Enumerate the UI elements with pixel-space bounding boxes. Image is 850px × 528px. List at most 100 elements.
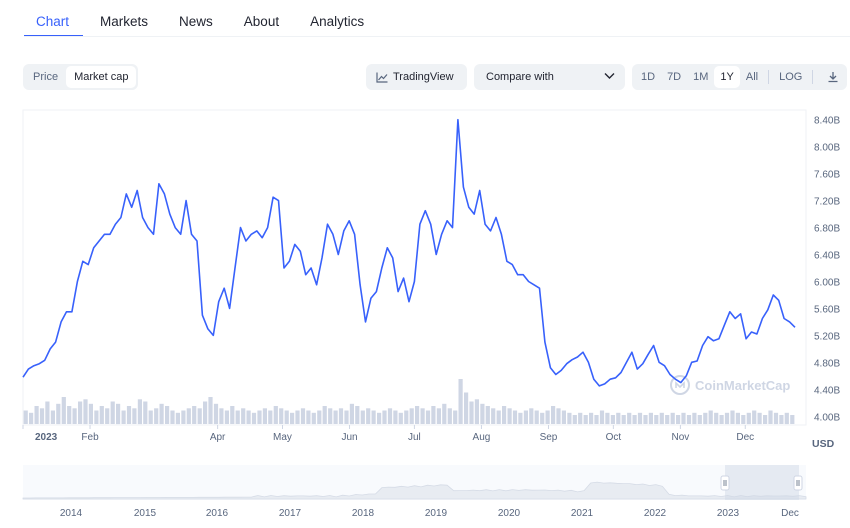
navigator-selection[interactable] (725, 465, 799, 500)
volume-bar (224, 410, 229, 424)
volume-bar (676, 415, 681, 424)
x-tick-label: Aug (473, 432, 491, 443)
volume-bar (333, 410, 338, 424)
volume-bar (34, 406, 39, 424)
volume-bar (279, 408, 284, 424)
volume-bar (45, 401, 50, 424)
tab-chart[interactable]: Chart (24, 0, 84, 37)
volume-bar (61, 397, 66, 424)
download-button[interactable] (827, 71, 839, 83)
volume-bar (724, 412, 730, 425)
time-range-group: 1D 7D 1M 1Y All LOG (632, 64, 847, 90)
tab-about[interactable]: About (243, 14, 280, 29)
volume-bar (730, 410, 735, 424)
line-chart-icon (376, 72, 388, 83)
volume-bar (681, 412, 686, 425)
volume-bar (464, 392, 469, 424)
volume-bar (665, 415, 670, 424)
y-tick-label: 4.40B (814, 385, 840, 396)
volume-bar (768, 410, 773, 424)
volume-bar (719, 415, 724, 424)
volume-bar (192, 406, 197, 424)
volume-bar (703, 412, 708, 425)
volume-bar (88, 403, 93, 425)
navigator-right-handle[interactable] (793, 475, 803, 491)
volume-bar (262, 408, 267, 424)
volume-bar (436, 408, 441, 424)
volume-bar (257, 410, 262, 424)
volume-bar (567, 412, 572, 425)
range-divider (768, 70, 770, 84)
volume-bar (159, 403, 164, 425)
volume-bar (170, 410, 175, 424)
compare-with-select[interactable]: Compare with (474, 64, 625, 90)
volume-bar (23, 410, 28, 424)
volume-bar (165, 406, 170, 424)
range-1y-button[interactable]: 1Y (714, 66, 740, 88)
watermark-text: CoinMarketCap (695, 378, 790, 393)
range-all-button[interactable]: All (745, 71, 759, 83)
volume-bar (246, 410, 251, 424)
tradingview-button[interactable]: TradingView (366, 64, 467, 90)
navigator-tick-label: 2014 (60, 508, 83, 519)
x-tick-label: 2023 (35, 432, 58, 443)
range-7d-button[interactable]: 7D (667, 71, 682, 83)
volume-bar (338, 408, 344, 424)
volume-bar (116, 403, 121, 425)
volume-bar (605, 412, 610, 425)
tab-analytics[interactable]: Analytics (310, 14, 365, 29)
volume-bar (643, 415, 648, 424)
x-axis: 2023 Feb Apr May Jun Jul Aug Sep Oct Nov Dec (22, 425, 754, 443)
volume-bar (322, 406, 327, 424)
navigator-tick-label: 2023 (717, 508, 740, 519)
volume-bar (572, 415, 577, 424)
volume-bar (78, 401, 83, 424)
range-navigator[interactable]: 2014 2015 2016 2017 2018 2019 2020 2021 2022 2023… (22, 465, 807, 519)
volume-bar (551, 406, 556, 424)
navigator-left-handle[interactable] (720, 475, 730, 491)
volume-bar (360, 410, 365, 424)
tab-markets[interactable]: Markets (100, 14, 149, 29)
range-divider (812, 70, 814, 84)
volume-bar (126, 406, 132, 424)
volume-bar (589, 412, 594, 425)
volume-bar (512, 410, 518, 424)
range-1m-button[interactable]: 1M (693, 71, 709, 83)
volume-bar (632, 415, 637, 424)
volume-bar (431, 406, 436, 424)
x-tick-label: Apr (210, 432, 226, 443)
chevron-down-icon (604, 73, 615, 79)
range-1d-button[interactable]: 1D (641, 71, 656, 83)
volume-bar (692, 412, 697, 425)
volume-bars (23, 379, 795, 425)
volume-bar (344, 410, 349, 424)
market-cap-toggle-button[interactable]: Market cap (66, 66, 137, 88)
volume-bar (561, 410, 566, 424)
volume-bar (235, 410, 240, 424)
volume-bar (83, 399, 88, 425)
volume-bar (387, 408, 393, 424)
price-toggle-button[interactable]: Price (33, 71, 59, 83)
volume-bar (328, 408, 333, 424)
tab-news[interactable]: News (179, 14, 213, 29)
volume-bar (268, 410, 273, 424)
volume-bar (654, 415, 659, 424)
volume-bar (556, 408, 561, 424)
volume-bar (409, 408, 414, 424)
x-tick-label: Jun (341, 432, 357, 443)
log-scale-button[interactable]: LOG (779, 71, 803, 83)
volume-bar (523, 410, 528, 424)
compare-with-label: Compare with (486, 71, 554, 83)
volume-bar (420, 408, 425, 424)
volume-bar (599, 410, 605, 424)
y-tick-label: 5.60B (814, 304, 840, 315)
volume-bar (306, 410, 311, 424)
volume-bar (311, 412, 316, 425)
download-icon (828, 72, 838, 83)
x-tick-label: Dec (736, 432, 754, 443)
volume-bar (366, 408, 371, 424)
volume-bar (790, 415, 795, 424)
volume-bar (545, 410, 550, 424)
volume-bar (491, 408, 496, 424)
volume-bar (540, 412, 545, 425)
